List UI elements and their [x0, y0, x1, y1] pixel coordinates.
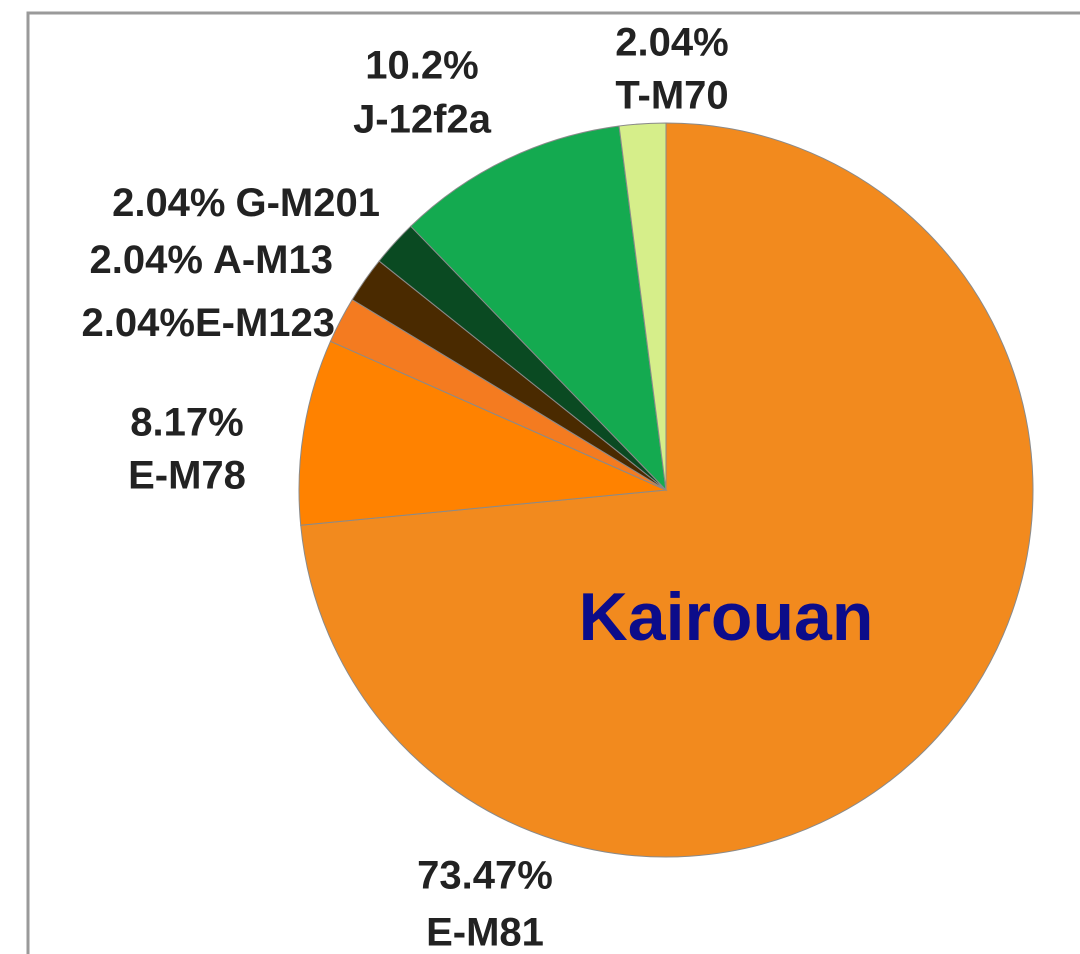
annotation: Kairouan: [579, 579, 874, 655]
data-label: 2.04%: [615, 21, 728, 65]
pie-slice: [298, 340, 668, 526]
data-label: 2.04%: [90, 238, 203, 282]
data-label: 2.04%: [112, 181, 225, 225]
category-label: T-M70: [615, 74, 728, 118]
category-label: G-M201: [236, 181, 381, 225]
category-label: E-M81: [426, 911, 544, 954]
pie-slice: [618, 122, 667, 491]
category-label: E-M78: [128, 454, 246, 498]
data-label: 73.47%: [417, 854, 553, 898]
pie-slice: [410, 125, 667, 492]
frame: [26, 11, 1080, 954]
data-label: 2.04%: [82, 301, 195, 345]
category-label: E-M123: [195, 301, 335, 345]
slice-label: 2.04% G-M201: [112, 181, 380, 225]
category-label: J-12f2a: [353, 98, 492, 142]
data-label: 8.17%: [130, 401, 243, 445]
slice-label: 2.04%E-M123: [82, 301, 335, 345]
slice-label: 2.04% A-M13: [90, 238, 333, 282]
data-label: 10.2%: [365, 44, 478, 88]
category-label: A-M13: [213, 238, 333, 282]
